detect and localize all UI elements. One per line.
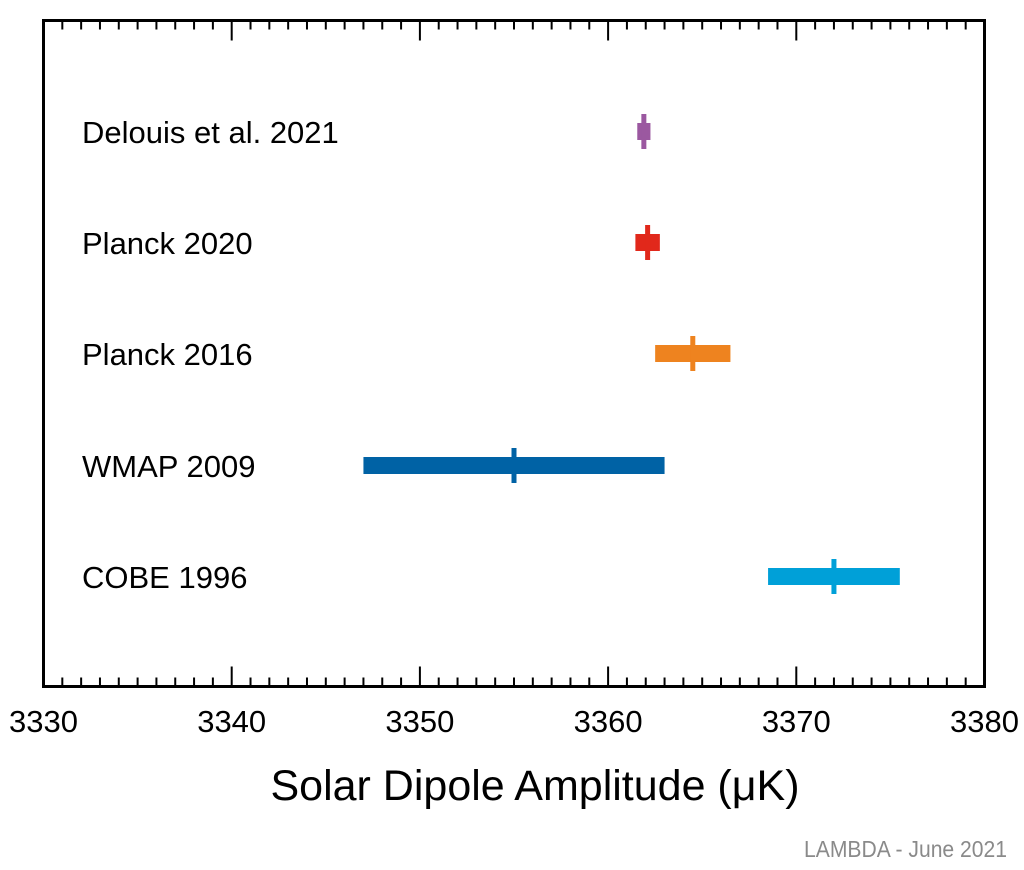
central-value-marker (645, 225, 651, 260)
x-axis-title: Solar Dipole Amplitude (μK) (270, 762, 799, 810)
plot-frame (42, 19, 986, 688)
row-label: COBE 1996 (82, 560, 247, 595)
data-row: Planck 2016 (82, 336, 731, 372)
row-label: WMAP 2009 (82, 449, 255, 484)
x-tick-label: 3380 (950, 704, 1019, 739)
x-tick-labels: 3330 3340 3350 3360 3370 3380 (9, 704, 1019, 739)
row-label: Delouis et al. 2021 (82, 115, 339, 150)
x-tick-label: 3330 (9, 704, 78, 739)
data-rows: Delouis et al. 2021 Planck 2020 Planck 201… (82, 114, 900, 595)
data-row: COBE 1996 (82, 559, 900, 595)
central-value-marker (511, 448, 517, 483)
x-tick-label: 3360 (574, 704, 643, 739)
central-value-marker (690, 336, 696, 371)
credit-text: LAMBDA - June 2021 (804, 836, 1007, 862)
data-row: Delouis et al. 2021 (82, 114, 651, 150)
row-label: Planck 2020 (82, 226, 253, 261)
x-tick-label: 3350 (385, 704, 454, 739)
row-label: Planck 2016 (82, 337, 253, 372)
data-row: WMAP 2009 (82, 448, 665, 484)
central-value-marker (831, 559, 837, 594)
x-tick-label: 3370 (762, 704, 831, 739)
data-row: Planck 2020 (82, 225, 660, 261)
x-tick-label: 3340 (197, 704, 266, 739)
central-value-marker (641, 114, 647, 149)
